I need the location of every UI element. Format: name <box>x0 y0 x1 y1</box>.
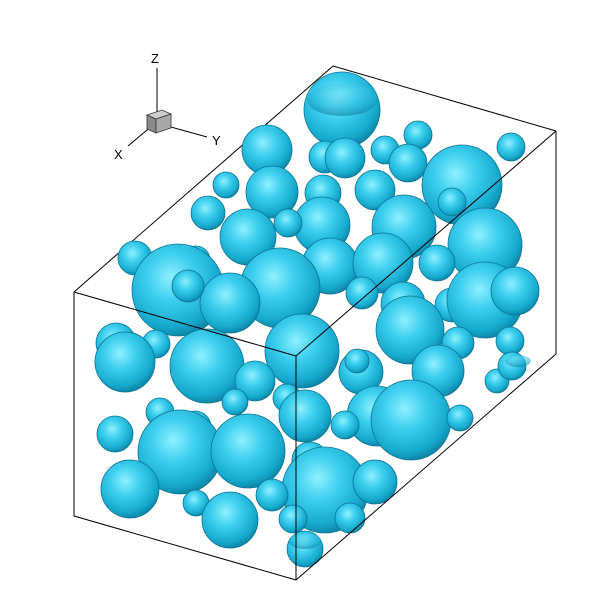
bubble-sphere <box>496 132 526 162</box>
bubble-sphere <box>354 169 396 211</box>
bubble-sphere <box>212 171 240 199</box>
bubble-sphere <box>245 165 299 219</box>
bubble-sphere <box>171 269 205 303</box>
box-front-edges <box>73 130 557 581</box>
bubble-cap <box>307 84 377 116</box>
bubble-sphere <box>375 295 445 365</box>
bubble-sphere <box>418 244 456 282</box>
bubble-sphere <box>201 491 259 549</box>
bubble-sphere <box>199 272 261 334</box>
z-axis-label: Z <box>151 51 159 66</box>
bubble-sphere <box>278 389 332 443</box>
bubble-sphere <box>437 187 467 217</box>
bubble-sphere <box>388 143 428 183</box>
axis-triad: Z Y X <box>114 51 221 162</box>
bubble-sphere <box>221 388 249 416</box>
bubble-sphere <box>334 502 366 534</box>
bubble-sphere <box>234 360 276 402</box>
bubble-cap <box>505 355 531 367</box>
bubble-sphere <box>330 410 360 440</box>
box-back-edges <box>73 65 557 354</box>
bubble-sphere <box>495 326 525 356</box>
bubble-cap <box>288 533 322 549</box>
bubble-isosurfaces <box>94 71 540 568</box>
bubble-sphere <box>210 413 286 489</box>
bubble-sphere <box>324 137 366 179</box>
bubble-sphere <box>278 504 308 534</box>
bubble-sphere <box>490 266 540 316</box>
triad-cube-icon <box>145 109 173 134</box>
bubble-sphere <box>255 478 289 512</box>
x-axis-label: X <box>114 147 123 162</box>
bubble-sphere <box>94 331 156 393</box>
bubble-sphere <box>273 208 303 238</box>
bubble-sphere <box>190 195 226 231</box>
bubble-sphere <box>96 415 134 453</box>
y-axis-label: Y <box>212 133 221 148</box>
bubble-sphere <box>100 459 160 519</box>
bubble-sphere <box>345 276 379 310</box>
bubble-sphere <box>344 348 370 374</box>
bubble-sphere <box>352 459 398 505</box>
bubble-sphere <box>370 379 452 461</box>
bubble-sphere <box>446 404 474 432</box>
